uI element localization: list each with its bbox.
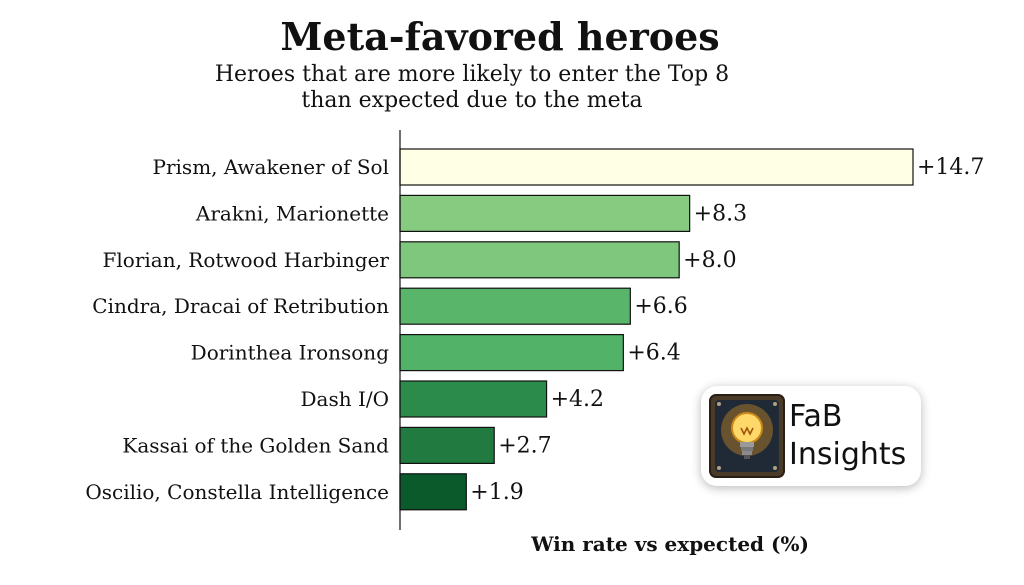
- category-labels-group: Prism, Awakener of Sol Arakni, Marionette…: [85, 155, 389, 504]
- value-label: +8.3: [694, 201, 747, 226]
- bar: [399, 380, 548, 418]
- category-label: Kassai of the Golden Sand: [122, 433, 389, 457]
- fab-insights-logo: FaB Insights: [701, 386, 921, 486]
- category-label: Dorinthea Ironsong: [191, 341, 390, 365]
- category-label: Arakni, Marionette: [195, 201, 389, 225]
- value-label: +2.7: [498, 433, 551, 458]
- value-label: +4.2: [551, 387, 604, 412]
- bar: [399, 241, 680, 279]
- x-axis-label: Win rate vs expected (%): [531, 532, 809, 556]
- bar: [399, 148, 914, 186]
- value-label: +14.7: [917, 155, 984, 180]
- chart-title: Meta-favored heroes: [280, 14, 720, 59]
- logo-line-2: Insights: [789, 437, 907, 472]
- bar: [399, 194, 691, 232]
- chart-subtitle-line-2: than expected due to the meta: [301, 88, 643, 113]
- logo-text: FaB Insights: [789, 398, 906, 474]
- category-label: Dash I/O: [301, 387, 390, 411]
- lightbulb-icon: [709, 394, 785, 478]
- category-label: Oscilio, Constella Intelligence: [85, 480, 389, 504]
- value-label: +6.6: [634, 294, 687, 319]
- logo-line-1: FaB: [789, 399, 843, 434]
- bar: [399, 334, 624, 372]
- category-label: Florian, Rotwood Harbinger: [103, 248, 390, 272]
- bar: [399, 473, 467, 511]
- value-labels-group: +14.7 +8.3 +8.0 +6.6 +6.4 +4.2+2.7 +1.9: [470, 155, 984, 505]
- category-label: Cindra, Dracai of Retribution: [92, 294, 389, 318]
- chart-subtitle-line-1: Heroes that are more likely to enter the…: [214, 62, 730, 87]
- value-label: +8.0: [683, 248, 736, 273]
- value-label: +6.4: [627, 341, 680, 366]
- bar: [399, 287, 631, 325]
- value-label: +1.9: [470, 480, 523, 505]
- chart-subtitle: Heroes that are more likely to enter the…: [0, 62, 944, 114]
- category-label: Prism, Awakener of Sol: [153, 155, 389, 179]
- bars-group: [399, 148, 914, 511]
- bar: [399, 426, 495, 464]
